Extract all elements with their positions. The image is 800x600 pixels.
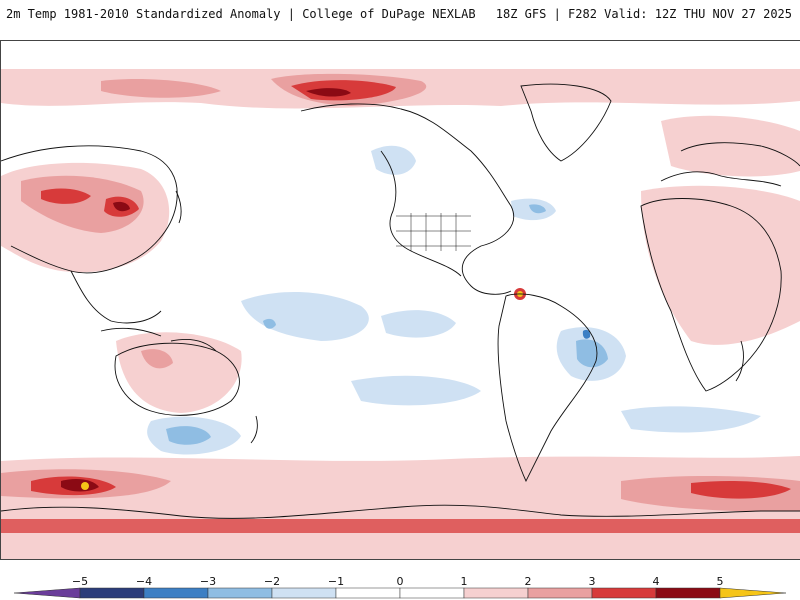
pacific-cool-anomaly-2 — [381, 310, 456, 338]
pacific-cool-anomaly — [241, 291, 369, 341]
europe-warm-anomaly — [661, 115, 800, 177]
colorbar-bin-pos1 — [463, 587, 529, 599]
maritime-cool-core — [263, 318, 276, 329]
colorbar-tick-neg3: −3 — [199, 575, 217, 588]
antarctic-max-core — [61, 479, 99, 492]
colorbar-bin-pos4 — [655, 587, 721, 599]
southern-ocean-cool-core — [166, 426, 211, 445]
colorbar-tick-neg4: −4 — [135, 575, 153, 588]
antarctic-warm-anomaly — [1, 456, 800, 559]
anomaly-map — [1, 41, 800, 559]
antarctic-extreme-core — [81, 482, 89, 490]
coastlines — [1, 83, 800, 519]
colorbar-ramp — [13, 587, 787, 599]
run-valid-time: 18Z GFS | F282 Valid: 12Z THU NOV 27 202… — [495, 7, 792, 21]
asia-max-core — [113, 201, 130, 212]
antarctic-hot-core — [31, 476, 791, 499]
header: 2m Temp 1981-2010 Standardized Anomaly |… — [0, 0, 800, 30]
australia-strong-warm — [141, 349, 173, 369]
colorbar-tick-neg5: −5 — [71, 575, 89, 588]
colorbar-bin-neg3 — [207, 587, 273, 599]
colorbar-tick-pos5: 5 — [716, 575, 724, 588]
colorbar-bin-neg1 — [335, 587, 401, 599]
antarctic-red-rim — [1, 519, 800, 533]
colorbar-bin-neg2 — [271, 587, 337, 599]
indian-ocean-cool — [621, 406, 761, 433]
colorbar-tick-pos3: 3 — [588, 575, 596, 588]
south-atlantic-cool-core — [576, 339, 608, 368]
colorbar-tick-zero: 0 — [396, 575, 404, 588]
map-panel — [0, 40, 800, 560]
colorbar-bin-neg5 — [79, 587, 145, 599]
colorbar-bin-pos2 — [527, 587, 593, 599]
colorbar-tick-pos2: 2 — [524, 575, 532, 588]
colorbar-bin-neg4 — [143, 587, 209, 599]
arctic-greenland-warm — [521, 78, 641, 103]
map-title: 2m Temp 1981-2010 Standardized Anomaly |… — [6, 7, 476, 21]
colorbar-max-arrow — [719, 587, 787, 599]
state-borders — [396, 213, 471, 251]
colorbar-tick-neg2: −2 — [263, 575, 281, 588]
atlantic-cool-core — [529, 204, 546, 214]
arctic-max-core — [306, 88, 351, 97]
south-pacific-cool — [351, 375, 481, 406]
colorbar-bin-pos3 — [591, 587, 657, 599]
antarctic-strong-warm — [1, 469, 800, 512]
colorbar: −5 −4 −3 −2 −1 0 1 2 3 4 5 — [0, 560, 800, 600]
colorbar-tick-pos1: 1 — [460, 575, 468, 588]
arctic-siberia-warm — [101, 79, 221, 98]
brazil-cool-core — [582, 329, 591, 339]
colorbar-bin-pos0 — [399, 587, 465, 599]
colorbar-tick-pos4: 4 — [652, 575, 660, 588]
africa-warm-anomaly — [641, 185, 800, 345]
colorbar-min-arrow — [13, 587, 81, 599]
asia-hot-core — [41, 188, 139, 217]
colorbar-tick-neg1: −1 — [327, 575, 345, 588]
